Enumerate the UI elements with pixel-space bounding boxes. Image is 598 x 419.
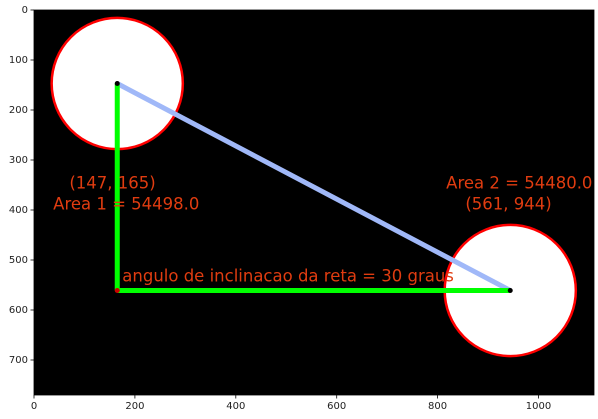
y-tick-label: 200 bbox=[9, 105, 28, 116]
area-label-2: Area 2 = 54480.0 bbox=[446, 174, 592, 193]
image-plot-area: (147, 165) Area 1 = 54498.0 Area 2 = 54480… bbox=[34, 10, 594, 395]
coord-label-1: (147, 165) bbox=[69, 174, 155, 193]
y-tick-label: 500 bbox=[9, 255, 28, 266]
y-tick-label: 100 bbox=[9, 55, 28, 66]
x-tick-label: 600 bbox=[327, 401, 346, 412]
x-tick-label: 1000 bbox=[526, 401, 551, 412]
angle-label: angulo de inclinacao da reta = 30 graus bbox=[122, 267, 454, 286]
x-tick-label: 800 bbox=[428, 401, 447, 412]
center-point-2 bbox=[507, 288, 513, 293]
y-tick-label: 600 bbox=[9, 305, 28, 316]
axes-frame bbox=[33, 9, 595, 396]
hypotenuse-line bbox=[116, 81, 512, 293]
y-tick-label: 0 bbox=[22, 5, 28, 16]
x-tick-label: 400 bbox=[226, 401, 245, 412]
x-tick-label: 0 bbox=[31, 401, 37, 412]
y-tick-label: 300 bbox=[9, 155, 28, 166]
axes: 0 200 400 600 800 1000 0 100 200 300 400 500 600 700 bbox=[9, 5, 595, 412]
area-label-1: Area 1 = 54498.0 bbox=[53, 195, 199, 214]
center-point-1 bbox=[114, 81, 120, 86]
y-tick-label: 400 bbox=[9, 205, 28, 216]
corner-point bbox=[114, 288, 120, 293]
y-tick-label: 700 bbox=[9, 355, 28, 366]
coord-label-2: (561, 944) bbox=[465, 195, 551, 214]
x-tick-label: 200 bbox=[125, 401, 144, 412]
